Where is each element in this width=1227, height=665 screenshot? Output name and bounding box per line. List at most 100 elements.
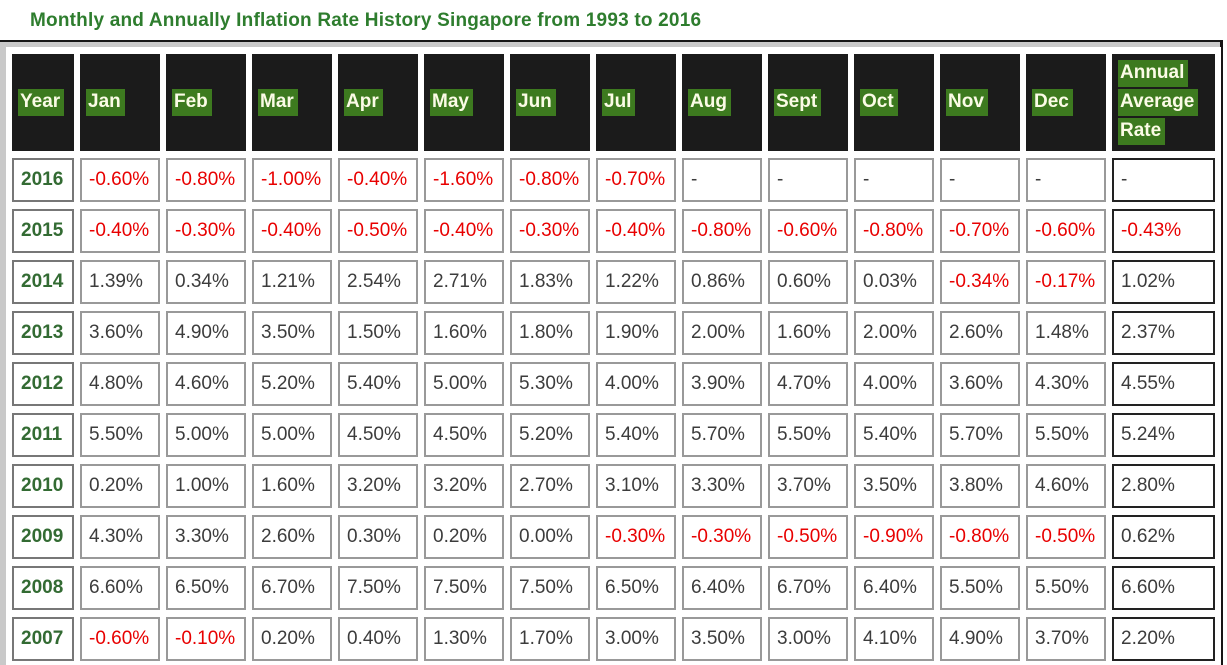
cell-2008-annual-average-rate: 6.60%: [1112, 566, 1215, 610]
cell-2015-jun: -0.30%: [510, 209, 590, 253]
cell-2012-dec: 4.30%: [1026, 362, 1106, 406]
cell-2012-mar: 5.20%: [252, 362, 332, 406]
cell-2011-sept: 5.50%: [768, 413, 848, 457]
cell-2009-feb: 3.30%: [166, 515, 246, 559]
year-cell-2014: 2014: [12, 260, 74, 304]
cell-2011-dec: 5.50%: [1026, 413, 1106, 457]
cell-2010-aug: 3.30%: [682, 464, 762, 508]
cell-2015-jan: -0.40%: [80, 209, 160, 253]
header-label: Feb: [172, 89, 212, 116]
header-label: Oct: [860, 89, 898, 116]
cell-2012-jan: 4.80%: [80, 362, 160, 406]
cell-2016-may: -1.60%: [424, 158, 504, 202]
cell-2011-oct: 5.40%: [854, 413, 934, 457]
cell-2007-annual-average-rate: 2.20%: [1112, 617, 1215, 661]
year-cell-2013: 2013: [12, 311, 74, 355]
cell-2008-jan: 6.60%: [80, 566, 160, 610]
cell-2015-sept: -0.60%: [768, 209, 848, 253]
header-label: Aug: [688, 89, 731, 116]
cell-2012-feb: 4.60%: [166, 362, 246, 406]
cell-2014-nov: -0.34%: [940, 260, 1020, 304]
cell-2010-feb: 1.00%: [166, 464, 246, 508]
cell-2007-oct: 4.10%: [854, 617, 934, 661]
cell-2016-annual-average-rate: -: [1112, 158, 1215, 202]
cell-2012-apr: 5.40%: [338, 362, 418, 406]
column-header-may: May: [424, 54, 504, 151]
cell-2016-apr: -0.40%: [338, 158, 418, 202]
column-header-jun: Jun: [510, 54, 590, 151]
cell-2015-oct: -0.80%: [854, 209, 934, 253]
cell-2014-dec: -0.17%: [1026, 260, 1106, 304]
cell-2013-nov: 2.60%: [940, 311, 1020, 355]
cell-2007-jan: -0.60%: [80, 617, 160, 661]
year-cell-2012: 2012: [12, 362, 74, 406]
cell-2009-jan: 4.30%: [80, 515, 160, 559]
cell-2008-may: 7.50%: [424, 566, 504, 610]
cell-2009-may: 0.20%: [424, 515, 504, 559]
column-header-feb: Feb: [166, 54, 246, 151]
cell-2008-oct: 6.40%: [854, 566, 934, 610]
cell-2007-mar: 0.20%: [252, 617, 332, 661]
cell-2012-annual-average-rate: 4.55%: [1112, 362, 1215, 406]
cell-2010-sept: 3.70%: [768, 464, 848, 508]
page-title: Monthly and Annually Inflation Rate Hist…: [30, 10, 702, 31]
cell-2013-jan: 3.60%: [80, 311, 160, 355]
cell-2016-jul: -0.70%: [596, 158, 676, 202]
year-cell-2011: 2011: [12, 413, 74, 457]
cell-2010-apr: 3.20%: [338, 464, 418, 508]
cell-2011-aug: 5.70%: [682, 413, 762, 457]
cell-2010-mar: 1.60%: [252, 464, 332, 508]
cell-2013-aug: 2.00%: [682, 311, 762, 355]
column-header-year: Year: [12, 54, 74, 151]
cell-2010-jan: 0.20%: [80, 464, 160, 508]
cell-2016-jan: -0.60%: [80, 158, 160, 202]
cell-2013-mar: 3.50%: [252, 311, 332, 355]
cell-2016-feb: -0.80%: [166, 158, 246, 202]
cell-2015-may: -0.40%: [424, 209, 504, 253]
header-label: Jul: [602, 89, 636, 116]
year-cell-2015: 2015: [12, 209, 74, 253]
cell-2008-feb: 6.50%: [166, 566, 246, 610]
header-label: Apr: [344, 89, 383, 116]
cell-2010-oct: 3.50%: [854, 464, 934, 508]
cell-2014-sept: 0.60%: [768, 260, 848, 304]
inflation-table: Year Jan Feb Mar Apr May Jun Jul Aug Sept Oct Nov De…: [6, 47, 1221, 665]
cell-2013-jul: 1.90%: [596, 311, 676, 355]
cell-2013-dec: 1.48%: [1026, 311, 1106, 355]
cell-2015-aug: -0.80%: [682, 209, 762, 253]
cell-2015-nov: -0.70%: [940, 209, 1020, 253]
cell-2012-may: 5.00%: [424, 362, 504, 406]
cell-2013-oct: 2.00%: [854, 311, 934, 355]
cell-2011-jan: 5.50%: [80, 413, 160, 457]
table-row-2010: 2010 0.20% 1.00% 1.60% 3.20% 3.20% 2.70% 3.10% 3…: [12, 464, 1215, 508]
cell-2008-sept: 6.70%: [768, 566, 848, 610]
cell-2009-jul: -0.30%: [596, 515, 676, 559]
cell-2011-feb: 5.00%: [166, 413, 246, 457]
header-label: Sept: [774, 89, 822, 116]
table-row-2009: 2009 4.30% 3.30% 2.60% 0.30% 0.20% 0.00% -0.30%…: [12, 515, 1215, 559]
cell-2016-aug: -: [682, 158, 762, 202]
cell-2008-aug: 6.40%: [682, 566, 762, 610]
header-label: Dec: [1032, 89, 1073, 116]
year-cell-2008: 2008: [12, 566, 74, 610]
cell-2012-jul: 4.00%: [596, 362, 676, 406]
cell-2011-apr: 4.50%: [338, 413, 418, 457]
cell-2016-jun: -0.80%: [510, 158, 590, 202]
cell-2007-jun: 1.70%: [510, 617, 590, 661]
header-label: Annual: [1118, 60, 1189, 88]
table-row-2013: 2013 3.60% 4.90% 3.50% 1.50% 1.60% 1.80% 1.90% 2…: [12, 311, 1215, 355]
table-row-2014: 2014 1.39% 0.34% 1.21% 2.54% 2.71% 1.83% 1.22% 0…: [12, 260, 1215, 304]
column-header-dec: Dec: [1026, 54, 1106, 151]
cell-2008-jul: 6.50%: [596, 566, 676, 610]
header-label: Rate: [1118, 117, 1166, 145]
cell-2013-annual-average-rate: 2.37%: [1112, 311, 1215, 355]
cell-2011-jun: 5.20%: [510, 413, 590, 457]
cell-2007-jul: 3.00%: [596, 617, 676, 661]
header-label: Nov: [946, 89, 988, 116]
cell-2009-mar: 2.60%: [252, 515, 332, 559]
cell-2015-dec: -0.60%: [1026, 209, 1106, 253]
cell-2008-jun: 7.50%: [510, 566, 590, 610]
cell-2011-may: 4.50%: [424, 413, 504, 457]
cell-2007-feb: -0.10%: [166, 617, 246, 661]
cell-2014-annual-average-rate: 1.02%: [1112, 260, 1215, 304]
